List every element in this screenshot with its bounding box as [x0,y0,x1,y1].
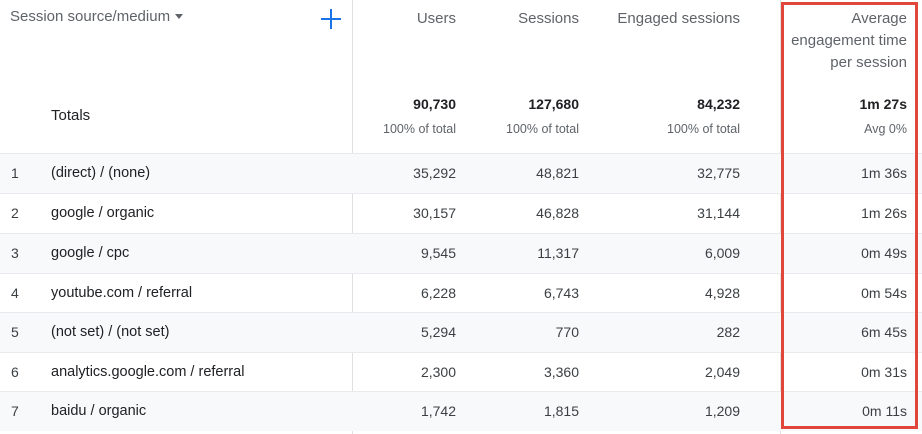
caret-down-icon[interactable] [175,14,184,19]
row-sessions: 46,828 [536,205,579,221]
row-avg-engagement: 0m 49s [861,245,907,261]
row-engaged-sessions: 1,209 [704,403,740,419]
totals-avg-engagement-sub: Avg 0% [864,122,907,136]
table-row[interactable]: 5 (not set) / (not set) 5,294 770 282 6m… [0,312,922,352]
totals-engaged-sessions-sub: 100% of total [667,122,740,136]
row-sessions: 11,317 [537,245,579,261]
row-index: 6 [11,364,19,380]
table-row[interactable]: 2 google / organic 30,157 46,828 31,144 … [0,193,922,233]
row-index: 4 [11,285,19,301]
column-header-users[interactable]: Users [416,10,456,27]
table-row[interactable]: 1 (direct) / (none) 35,292 48,821 32,775… [0,153,922,193]
table-row[interactable]: 7 baidu / organic 1,742 1,815 1,209 0m 1… [0,391,922,431]
totals-users: 90,730 [413,96,456,112]
dimension-header-label: Session source/medium [10,8,171,25]
row-source-medium: analytics.google.com / referral [51,364,245,380]
column-header-avg-engagement[interactable]: Average engagement time per session [777,8,907,74]
column-header-engaged-sessions[interactable]: Engaged sessions [617,10,740,27]
column-header-avg-line: engagement time [791,32,907,49]
column-header-avg-line: Average [851,10,907,27]
plus-icon[interactable] [320,8,342,30]
row-avg-engagement: 6m 45s [861,324,907,340]
totals-avg-engagement: 1m 27s [859,96,907,112]
row-sessions: 6,743 [543,285,579,301]
row-users: 5,294 [420,324,456,340]
row-users: 1,742 [420,403,456,419]
row-users: 9,545 [420,245,456,261]
row-users: 6,228 [420,285,456,301]
row-index: 2 [11,205,19,221]
row-avg-engagement: 0m 54s [861,285,907,301]
row-users: 30,157 [413,205,456,221]
totals-sessions: 127,680 [528,96,579,112]
row-source-medium: (not set) / (not set) [51,324,170,340]
row-index: 7 [11,403,19,419]
totals-engaged-sessions: 84,232 [697,96,740,112]
totals-label: Totals [51,107,91,124]
row-engaged-sessions: 32,775 [697,165,740,181]
row-source-medium: google / organic [51,205,155,221]
row-engaged-sessions: 6,009 [704,245,740,261]
row-sessions: 770 [555,324,579,340]
row-source-medium: google / cpc [51,245,130,261]
table-row[interactable]: 3 google / cpc 9,545 11,317 6,009 0m 49s [0,233,922,273]
table-row[interactable]: 4 youtube.com / referral 6,228 6,743 4,9… [0,273,922,313]
totals-sessions-sub: 100% of total [506,122,579,136]
row-engaged-sessions: 2,049 [704,364,740,380]
row-sessions: 48,821 [536,165,579,181]
row-avg-engagement: 1m 26s [861,205,907,221]
dimension-header[interactable]: Session source/medium [10,8,184,25]
row-index: 5 [11,324,19,340]
row-engaged-sessions: 31,144 [697,205,740,221]
row-engaged-sessions: 4,928 [704,285,740,301]
row-users: 35,292 [413,165,456,181]
row-source-medium: youtube.com / referral [51,285,193,301]
totals-users-sub: 100% of total [383,122,456,136]
row-source-medium: baidu / organic [51,403,147,419]
row-users: 2,300 [420,364,456,380]
row-index: 1 [11,165,19,181]
row-sessions: 1,815 [543,403,579,419]
table-row[interactable]: 6 analytics.google.com / referral 2,300 … [0,352,922,392]
row-avg-engagement: 1m 36s [861,165,907,181]
column-divider [780,0,781,434]
row-index: 3 [11,245,19,261]
column-divider [352,0,353,434]
column-header-sessions[interactable]: Sessions [518,10,579,27]
row-engaged-sessions: 282 [716,324,740,340]
row-source-medium: (direct) / (none) [51,165,151,181]
column-header-avg-line: per session [830,54,907,71]
row-avg-engagement: 0m 31s [861,364,907,380]
row-sessions: 3,360 [543,364,579,380]
row-avg-engagement: 0m 11s [862,403,907,419]
